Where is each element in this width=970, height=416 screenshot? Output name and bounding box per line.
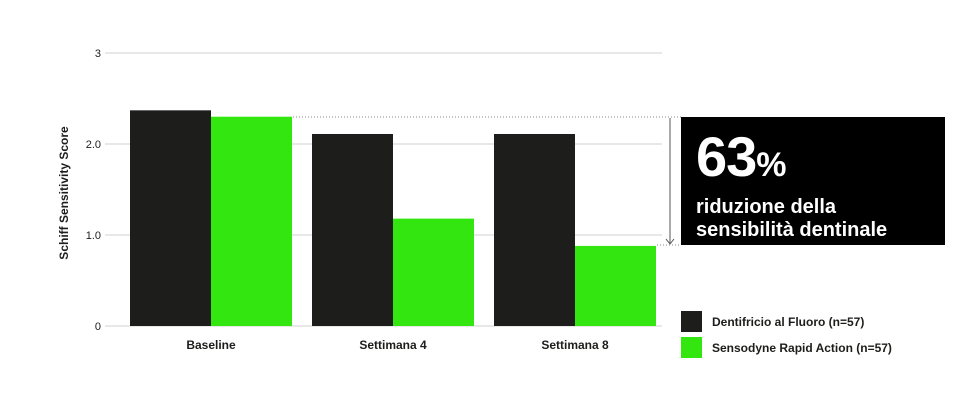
bar-fluoride-1: [312, 133, 393, 326]
legend: Dentifricio al Fluoro (n=57) Sensodyne R…: [681, 311, 892, 363]
bar-sensodyne-2: [575, 245, 656, 326]
reduction-description-line1: riduzione della: [696, 196, 837, 218]
y-axis-label: Schiff Sensitivity Score: [57, 126, 71, 260]
x-tick-label: Settimana 4: [359, 338, 427, 352]
x-tick-label: Settimana 8: [541, 338, 609, 352]
reduction-description-line2: sensibilità dentinale: [696, 219, 888, 241]
x-axis-ticks: Baseline Settimana 4 Settimana 8: [186, 338, 609, 352]
legend-item-sensodyne: Sensodyne Rapid Action (n=57): [681, 337, 892, 358]
legend-label-fluoride: Dentifricio al Fluoro (n=57): [712, 314, 865, 329]
y-tick-label: 3: [95, 48, 101, 60]
legend-swatch-fluoride: [681, 311, 702, 332]
y-tick-label: 2.0: [86, 139, 101, 151]
reduction-arrow-head: [665, 238, 675, 245]
y-tick-label: 1.0: [86, 230, 101, 242]
reduction-annotation: [293, 116, 681, 246]
bar-fluoride-0: [130, 110, 211, 326]
bar-fluoride-2: [494, 133, 575, 326]
bar-sensodyne-0: [211, 116, 292, 326]
legend-item-fluoride: Dentifricio al Fluoro (n=57): [681, 311, 892, 332]
legend-label-sensodyne: Sensodyne Rapid Action (n=57): [712, 340, 892, 355]
y-axis-ticks: 0 1.0 2.0 3: [86, 48, 101, 333]
reduction-callout: 63% riduzione della sensibilità dentinal…: [681, 117, 945, 245]
y-tick-label: 0: [95, 321, 101, 333]
bars: [130, 110, 656, 326]
reduction-value: 63%: [696, 125, 787, 188]
legend-swatch-sensodyne: [681, 337, 702, 358]
bar-sensodyne-1: [393, 218, 474, 326]
x-tick-label: Baseline: [186, 338, 236, 352]
